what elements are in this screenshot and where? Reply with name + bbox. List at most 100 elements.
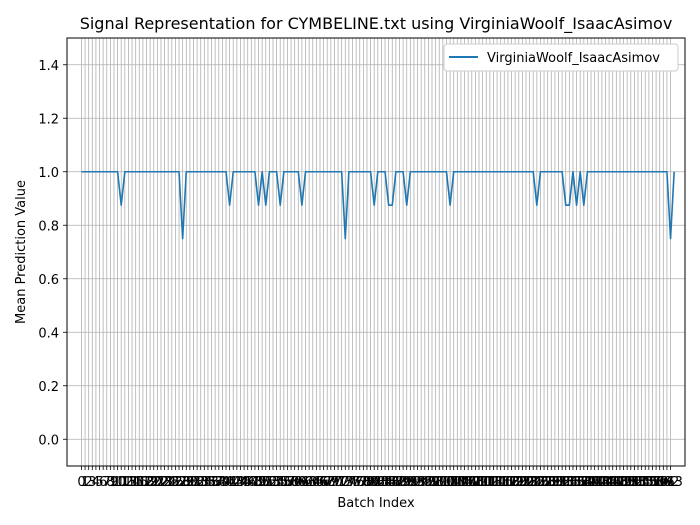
x-tick-label: 152	[618, 475, 643, 490]
x-tick-label: 10	[109, 475, 126, 490]
x-tick-label: 54	[268, 475, 285, 490]
x-tick-label: 121	[506, 475, 531, 490]
x-tick-label: 4	[92, 475, 100, 490]
x-tick-label: 65	[308, 475, 325, 490]
x-grid	[81, 38, 671, 466]
x-tick-label: 161	[651, 475, 676, 490]
x-tick-label: 101	[434, 475, 459, 490]
x-tick-label: 9	[110, 475, 118, 490]
x-tick-label: 27	[171, 475, 188, 490]
x-tick-label: 155	[629, 475, 654, 490]
x-tick-label: 97	[424, 475, 441, 490]
x-tick-label: 61	[294, 475, 311, 490]
x-tick-label: 99	[431, 475, 448, 490]
x-tick-label: 46	[239, 475, 256, 490]
x-tick-label: 28	[174, 475, 191, 490]
x-tick-label: 83	[373, 475, 390, 490]
x-tick-label: 45	[236, 475, 253, 490]
x-tick-label: 90	[398, 475, 415, 490]
x-tick-label: 29	[178, 475, 195, 490]
x-tick-label: 7	[103, 475, 111, 490]
x-tick-label: 142	[582, 475, 607, 490]
x-tick-label: 63	[301, 475, 318, 490]
x-tick-label: 36	[203, 475, 220, 490]
x-tick-label: 122	[510, 475, 535, 490]
x-tick-label: 96	[420, 475, 437, 490]
x-tick-label: 84	[377, 475, 394, 490]
y-tick-label: 0.8	[38, 219, 59, 234]
x-ticks: 0123456789101112131415161718192021222324…	[77, 466, 683, 490]
x-tick-label: 103	[441, 475, 466, 490]
x-tick-label: 26	[167, 475, 184, 490]
y-tick-label: 0.2	[38, 380, 59, 395]
x-tick-label: 104	[445, 475, 470, 490]
x-tick-label: 73	[337, 475, 354, 490]
x-tick-label: 100	[430, 475, 455, 490]
legend: VirginiaWoolf_IsaacAsimov	[443, 43, 679, 72]
x-tick-label: 82	[370, 475, 387, 490]
x-tick-label: 30	[182, 475, 199, 490]
x-tick-label: 163	[658, 475, 683, 490]
x-tick-label: 106	[452, 475, 477, 490]
y-tick-label: 0.0	[38, 433, 59, 448]
x-tick-label: 0	[77, 475, 85, 490]
x-tick-label: 3	[88, 475, 96, 490]
x-tick-label: 6	[99, 475, 107, 490]
x-tick-label: 137	[564, 475, 589, 490]
x-tick-label: 25	[164, 475, 181, 490]
x-tick-label: 119	[499, 475, 524, 490]
x-tick-label: 38	[211, 475, 228, 490]
x-tick-label: 94	[413, 475, 430, 490]
x-tick-label: 147	[600, 475, 625, 490]
x-tick-label: 149	[608, 475, 633, 490]
x-tick-label: 37	[207, 475, 224, 490]
x-tick-label: 130	[539, 475, 564, 490]
x-tick-label: 140	[575, 475, 600, 490]
x-tick-label: 116	[488, 475, 513, 490]
x-tick-label: 21	[149, 475, 166, 490]
x-tick-label: 58	[283, 475, 300, 490]
y-axis-label: Mean Prediction Value	[14, 180, 29, 324]
x-tick-label: 160	[647, 475, 672, 490]
x-tick-label: 86	[384, 475, 401, 490]
x-tick-label: 70	[326, 475, 343, 490]
x-tick-label: 18	[138, 475, 155, 490]
x-tick-label: 19	[142, 475, 159, 490]
x-tick-label: 77	[351, 475, 368, 490]
x-tick-label: 136	[561, 475, 586, 490]
x-tick-label: 20	[145, 475, 162, 490]
y-tick-label: 1.2	[38, 112, 59, 127]
x-tick-label: 117	[492, 475, 517, 490]
x-tick-label: 12	[117, 475, 134, 490]
x-tick-label: 134	[553, 475, 578, 490]
x-tick-label: 113	[477, 475, 502, 490]
x-tick-label: 88	[391, 475, 408, 490]
x-tick-label: 102	[438, 475, 463, 490]
x-tick-label: 112	[474, 475, 499, 490]
x-tick-label: 68	[319, 475, 336, 490]
x-tick-label: 123	[514, 475, 539, 490]
x-tick-label: 8	[106, 475, 114, 490]
x-tick-label: 72	[333, 475, 350, 490]
x-tick-label: 15	[127, 475, 144, 490]
plot-frame	[66, 37, 686, 467]
x-tick-label: 125	[521, 475, 546, 490]
x-tick-label: 153	[622, 475, 647, 490]
x-tick-label: 118	[495, 475, 520, 490]
legend-box	[443, 43, 679, 72]
plot-background	[67, 38, 685, 466]
x-tick-label: 71	[330, 475, 347, 490]
x-tick-label: 33	[192, 475, 209, 490]
y-tick-label: 1.0	[38, 166, 59, 181]
x-tick-label: 50	[254, 475, 271, 490]
x-tick-label: 135	[557, 475, 582, 490]
x-tick-label: 141	[579, 475, 604, 490]
x-tick-label: 128	[532, 475, 557, 490]
x-tick-label: 62	[297, 475, 314, 490]
x-tick-label: 49	[250, 475, 267, 490]
x-tick-label: 51	[257, 475, 274, 490]
x-tick-label: 93	[409, 475, 426, 490]
series-layer	[81, 170, 675, 240]
x-tick-label: 69	[323, 475, 340, 490]
x-tick-label: 79	[359, 475, 376, 490]
